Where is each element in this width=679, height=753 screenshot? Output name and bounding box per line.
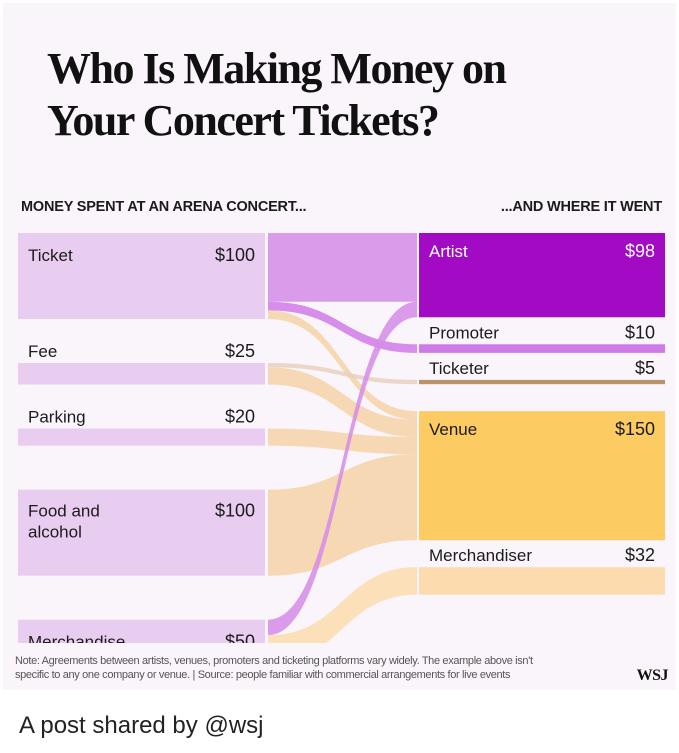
source-value-fee: $25 [225, 341, 255, 361]
source-value-parking: $20 [225, 407, 255, 427]
sankey-chart: Ticket $100 Fee $25 Parking $20 Food and alcoho… [18, 233, 665, 643]
target-value-artist: $98 [625, 241, 655, 261]
flow-ticket-to-venue [268, 310, 417, 420]
source-merchandise: Merchandise $50 [18, 619, 265, 643]
targets-layer: Artist $98 Promoter $10 Ticketer $5 Venue $150 M… [419, 233, 665, 595]
target-value-venue: $150 [615, 419, 655, 439]
source-fee: Fee $25 [18, 341, 265, 385]
source-label-ticket: Ticket [28, 246, 73, 265]
flow-ticket-to-artist [268, 233, 417, 302]
flow-merchandise-to-artist [268, 301, 417, 636]
chart-note-line-1: Note: Agreements between artists, venues… [15, 655, 533, 667]
target-artist: Artist $98 [419, 233, 665, 318]
chart-note: Note: Agreements between artists, venues… [15, 654, 615, 682]
source-bar-ticket [18, 233, 265, 319]
target-label-ticketer: Ticketer [429, 359, 489, 378]
target-label-merchandiser: Merchandiser [429, 546, 532, 565]
post-caption: A post shared by @wsj [19, 712, 264, 739]
target-value-ticketer: $5 [635, 358, 655, 378]
flow-parking-to-venue [268, 428, 417, 455]
flows-layer [268, 233, 417, 643]
chart-title-line-2: Your Concert Tickets? [47, 96, 440, 145]
target-bar-promoter [419, 344, 665, 353]
source-parking: Parking $20 [18, 407, 265, 446]
source-label-food-and-alcohol-line-1: Food and [28, 502, 100, 521]
target-bar-venue [419, 411, 665, 541]
source-bar-parking [18, 428, 265, 446]
target-bar-merchandiser [419, 567, 665, 595]
chart-title-line-1: Who Is Making Money on [47, 44, 507, 93]
target-value-merchandiser: $32 [625, 545, 655, 565]
source-value-food-and-alcohol: $100 [215, 501, 255, 521]
flow-food-and-alcohol-to-venue [268, 454, 417, 576]
target-ticketer: Ticketer $5 [419, 358, 665, 385]
source-bar-food-and-alcohol [18, 489, 265, 576]
target-promoter: Promoter $10 [419, 322, 665, 353]
source-label-parking: Parking [28, 408, 86, 427]
targets-subhead: ...AND WHERE IT WENT [500, 199, 662, 215]
source-food-and-alcohol: Food and alcohol $100 [18, 489, 265, 576]
flow-merchandise-to-merchandiser [268, 567, 417, 643]
wsj-logo: WSJ [636, 667, 669, 684]
source-bar-merchandise [18, 619, 265, 643]
chart-title: Who Is Making Money on Your Concert Tick… [47, 43, 607, 147]
source-value-merchandise: $50 [225, 632, 255, 643]
flow-fee-to-ticketer [268, 363, 417, 385]
source-ticket: Ticket $100 [18, 233, 265, 319]
source-value-ticket: $100 [215, 245, 255, 265]
source-label-food-and-alcohol-line-2: alcohol [28, 523, 82, 542]
target-label-venue: Venue [429, 420, 477, 439]
target-bar-artist [419, 233, 665, 318]
chart-note-line-2: specific to any one company or venue. | … [15, 669, 511, 681]
sources-subhead: MONEY SPENT AT AN ARENA CONCERT... [21, 199, 307, 215]
target-label-artist: Artist [429, 242, 468, 261]
source-label-merchandise: Merchandise [28, 633, 125, 643]
target-venue: Venue $150 [419, 411, 665, 541]
target-bar-ticketer [419, 379, 665, 385]
target-label-promoter: Promoter [429, 323, 499, 342]
target-merchandiser: Merchandiser $32 [419, 545, 665, 595]
sources-layer: Ticket $100 Fee $25 Parking $20 Food and alcoho… [18, 233, 265, 643]
graphic-card: Who Is Making Money on Your Concert Tick… [3, 3, 676, 690]
source-bar-fee [18, 363, 265, 385]
target-value-promoter: $10 [625, 322, 655, 342]
flow-fee-to-venue [268, 367, 417, 437]
source-label-fee: Fee [28, 342, 57, 361]
